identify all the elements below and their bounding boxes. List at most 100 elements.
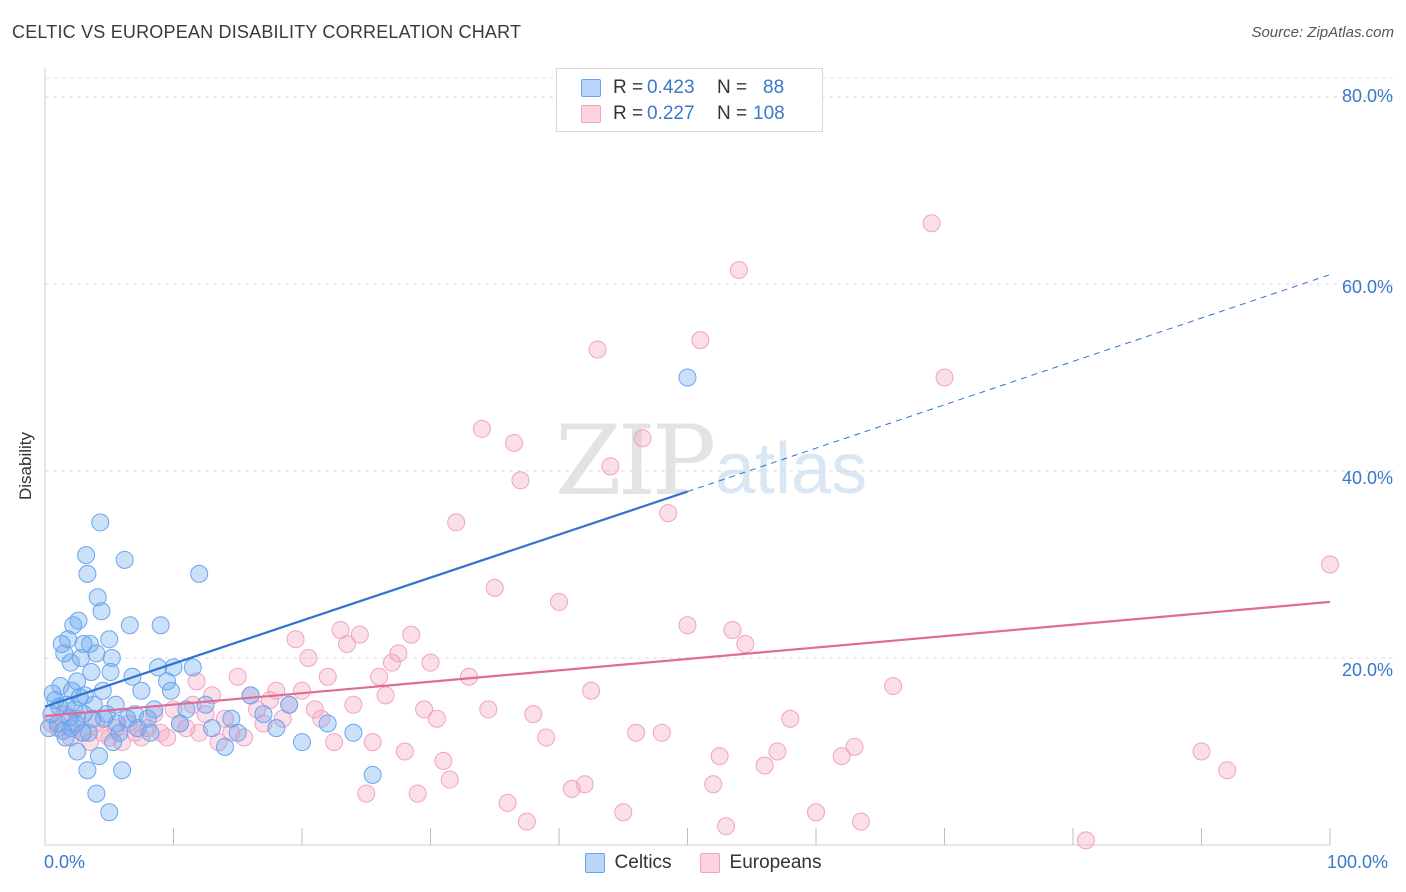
europeans-point bbox=[627, 723, 646, 742]
celtics-point bbox=[318, 714, 337, 733]
celtics-point bbox=[141, 723, 160, 742]
celtics-point bbox=[78, 564, 97, 583]
celtics-point bbox=[363, 765, 382, 784]
celtics-point bbox=[100, 803, 119, 822]
europeans-point bbox=[363, 733, 382, 752]
watermark-zip: ZIP bbox=[555, 405, 716, 517]
europeans-point bbox=[678, 616, 697, 635]
europeans-point bbox=[736, 634, 755, 653]
europeans-point bbox=[132, 728, 151, 747]
legend-r-value: 0.227 bbox=[647, 103, 695, 124]
europeans-point bbox=[434, 751, 453, 770]
europeans-point bbox=[402, 625, 421, 644]
celtics-point bbox=[138, 709, 157, 728]
europeans-point bbox=[293, 681, 311, 700]
europeans-point bbox=[884, 677, 903, 696]
celtics-point bbox=[145, 700, 164, 719]
y-tick-label: 40.0% bbox=[1341, 468, 1393, 488]
europeans-point bbox=[389, 644, 408, 663]
x-tick-label: 100.0% bbox=[1327, 852, 1389, 872]
europeans-point bbox=[582, 681, 601, 700]
europeans-point bbox=[370, 667, 389, 686]
celtics-point bbox=[80, 634, 99, 653]
legend-n-label: N = bbox=[717, 103, 748, 124]
europeans-point bbox=[505, 433, 524, 452]
europeans-point bbox=[187, 672, 206, 691]
europeans-point bbox=[318, 667, 337, 686]
europeans-point bbox=[183, 695, 202, 714]
celtics-point bbox=[183, 658, 202, 677]
y-tick-label: 20.0% bbox=[1341, 660, 1393, 680]
celtics-point bbox=[89, 747, 108, 766]
celtics-point bbox=[68, 742, 87, 761]
celtics-point bbox=[196, 695, 215, 714]
europeans-point bbox=[337, 634, 356, 653]
celtics-point bbox=[241, 686, 260, 705]
legend-r-value: 0.423 bbox=[647, 77, 695, 98]
europeans-point bbox=[935, 368, 954, 387]
celtics-point bbox=[177, 700, 196, 719]
legend-n-value: 108 bbox=[753, 103, 785, 124]
celtics-point bbox=[100, 630, 119, 649]
europeans-point bbox=[922, 214, 941, 233]
europeans-point bbox=[440, 770, 459, 789]
europeans-point bbox=[575, 775, 594, 794]
celtics-point bbox=[120, 616, 139, 635]
legend-item-celtics[interactable]: Celtics bbox=[584, 852, 672, 874]
europeans-point bbox=[659, 504, 678, 523]
europeans-point bbox=[633, 429, 652, 448]
celtics-point bbox=[203, 719, 222, 738]
watermark-atlas: atlas bbox=[715, 429, 868, 509]
legend-item-europeans[interactable]: Europeans bbox=[699, 852, 821, 874]
legend-n-label: N = bbox=[717, 77, 748, 98]
celtics-point bbox=[55, 644, 74, 663]
europeans-point bbox=[781, 709, 800, 728]
celtics-point bbox=[91, 513, 110, 532]
europeans-point bbox=[1076, 831, 1095, 850]
europeans-point bbox=[203, 686, 222, 705]
europeans-point bbox=[517, 812, 536, 831]
europeans-point bbox=[768, 742, 787, 761]
celtics-point bbox=[678, 368, 697, 387]
celtics-legend-label: Celtics bbox=[614, 852, 672, 873]
legend-r-label: R = bbox=[613, 103, 644, 124]
europeans-point bbox=[851, 812, 870, 831]
celtics-point bbox=[190, 564, 209, 583]
celtics-trend-line bbox=[44, 490, 688, 708]
europeans-point bbox=[729, 260, 748, 279]
europeans-point bbox=[158, 728, 177, 747]
celtics-point bbox=[39, 719, 58, 738]
europeans-point bbox=[376, 686, 395, 705]
celtics-swatch bbox=[581, 79, 601, 97]
europeans-point bbox=[1321, 555, 1339, 574]
celtics-point bbox=[73, 723, 92, 742]
europeans-point bbox=[395, 742, 414, 761]
europeans-point bbox=[723, 620, 742, 639]
europeans-swatch bbox=[581, 105, 601, 123]
celtics-point bbox=[104, 733, 123, 752]
europeans-point bbox=[498, 793, 517, 812]
celtics-point bbox=[82, 663, 101, 682]
series-legend: Celtics Europeans bbox=[0, 852, 1406, 874]
y-axis-label: Disability bbox=[16, 431, 35, 500]
europeans-point bbox=[485, 578, 504, 597]
europeans-point bbox=[652, 723, 671, 742]
celtics-point bbox=[254, 705, 273, 724]
europeans-point bbox=[350, 625, 369, 644]
celtics-point bbox=[293, 733, 311, 752]
celtics-point bbox=[151, 616, 170, 635]
europeans-point bbox=[151, 723, 170, 742]
europeans-point bbox=[524, 705, 543, 724]
europeans-point bbox=[614, 803, 633, 822]
europeans-point bbox=[357, 784, 376, 803]
celtics-point bbox=[101, 663, 120, 682]
europeans-point bbox=[447, 513, 466, 532]
europeans-point bbox=[305, 700, 324, 719]
chart-source: Source: ZipAtlas.com bbox=[1251, 24, 1394, 41]
europeans-legend-swatch bbox=[699, 853, 720, 873]
europeans-point bbox=[845, 737, 864, 756]
celtics-point bbox=[69, 611, 88, 630]
celtics-point bbox=[149, 658, 168, 677]
europeans-point bbox=[537, 728, 556, 747]
celtics-point bbox=[113, 761, 132, 780]
